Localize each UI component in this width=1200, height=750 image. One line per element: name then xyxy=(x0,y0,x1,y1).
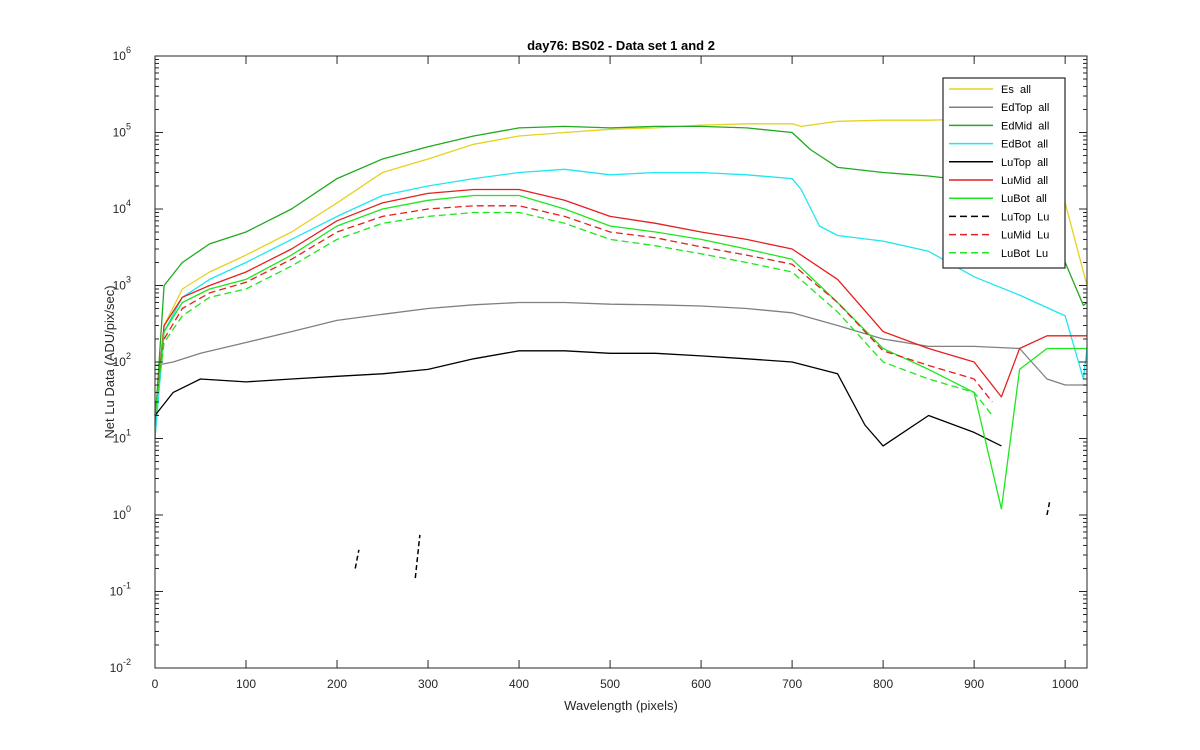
chart-title: day76: BS02 - Data set 1 and 2 xyxy=(527,38,715,53)
x-tick-label: 200 xyxy=(327,677,347,691)
y-tick-label: 100 xyxy=(113,504,131,522)
x-tick-label: 300 xyxy=(418,677,438,691)
y-tick-label: 105 xyxy=(113,122,131,140)
legend-label-lubot-lu: LuBot Lu xyxy=(1001,248,1048,260)
series-line-lutop-lu xyxy=(1046,501,1051,516)
legend-label-lutop-all: LuTop all xyxy=(1001,157,1048,169)
series-line-lutop-lu xyxy=(354,549,360,569)
legend-label-es-all: Es all xyxy=(1001,84,1031,96)
series-line-lumid-all xyxy=(154,188,1087,416)
plot-frame xyxy=(154,55,1088,669)
series-line-lutop-lu xyxy=(414,534,421,579)
series-line-es-all xyxy=(154,118,1088,439)
y-tick-label: 10-1 xyxy=(110,581,131,599)
x-axis-label: Wavelength (pixels) xyxy=(564,698,678,713)
plot-background xyxy=(155,56,1087,668)
x-tick-label: 1000 xyxy=(1052,677,1079,691)
y-tick-label: 10-2 xyxy=(110,657,131,675)
x-tick-label: 400 xyxy=(509,677,529,691)
x-tick-label: 800 xyxy=(873,677,893,691)
legend-label-edtop-all: EdTop all xyxy=(1001,102,1049,114)
series-line-lubot-lu xyxy=(154,211,993,416)
y-tick-label: 103 xyxy=(113,275,131,293)
y-tick-label: 104 xyxy=(113,198,131,216)
y-tick-label: 106 xyxy=(113,45,131,63)
series-line-edtop-all xyxy=(154,301,1087,386)
legend: Es all EdTop all EdMid all EdBot all LuTop a… xyxy=(942,77,1066,269)
tick-layer: 0 100 200 300 400 500 600 700 800 900 1000 10-2 10-1… xyxy=(110,45,1087,691)
x-tick-label: 700 xyxy=(782,677,802,691)
legend-box xyxy=(942,77,1066,269)
legend-label-lumid-all: LuMid all xyxy=(1001,175,1048,187)
x-tick-label: 0 xyxy=(152,677,159,691)
x-tick-label: 500 xyxy=(600,677,620,691)
x-tick-label: 600 xyxy=(691,677,711,691)
x-tick-label: 100 xyxy=(236,677,256,691)
legend-label-edbot-all: EdBot all xyxy=(1001,139,1048,151)
y-tick-label: 101 xyxy=(113,428,131,446)
series-line-lutop-all xyxy=(154,350,1002,447)
legend-label-lubot-all: LuBot all xyxy=(1001,193,1047,205)
y-axis-label: Net Lu Data (ADU/pix/sec) xyxy=(102,285,117,438)
legend-label-edmid-all: EdMid all xyxy=(1001,120,1049,132)
x-tick-label: 900 xyxy=(964,677,984,691)
legend-label-lutop-lu: LuTop Lu xyxy=(1001,211,1049,223)
legend-label-lumid-lu: LuMid Lu xyxy=(1001,230,1049,242)
y-tick-label: 102 xyxy=(113,351,131,369)
series-layer xyxy=(154,118,1088,579)
